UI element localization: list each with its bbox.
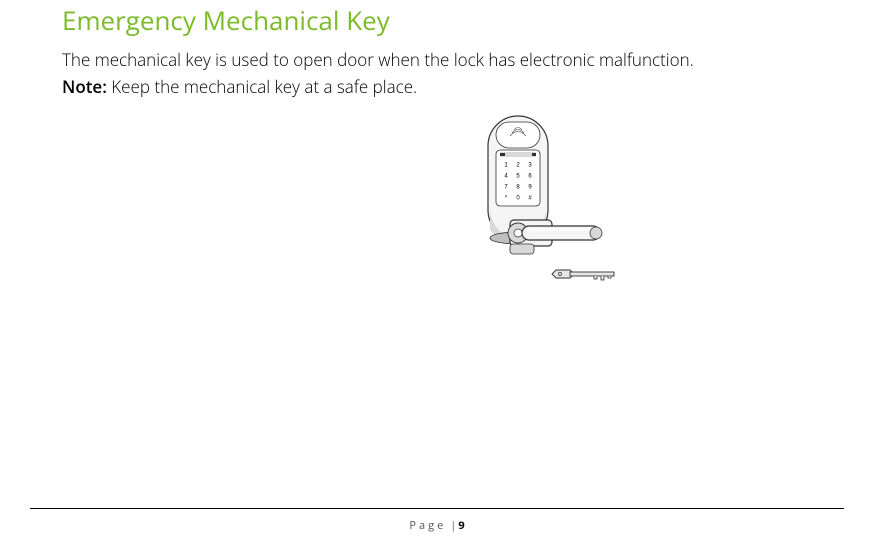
note-paragraph: Note: Keep the mechanical key at a safe … — [62, 75, 417, 98]
note-text: Keep the mechanical key at a safe place. — [107, 75, 417, 98]
footer-page-label: Page — [409, 518, 446, 533]
body-line-1: The mechanical key is used to open door … — [62, 48, 694, 71]
footer: Page |9 — [0, 518, 874, 533]
footer-separator: | — [450, 518, 456, 533]
lock-illustration: 123456789*0# — [460, 112, 640, 312]
footer-page-number: 9 — [458, 518, 464, 533]
section-heading: Emergency Mechanical Key — [62, 2, 390, 38]
body-paragraph: The mechanical key is used to open door … — [62, 45, 694, 75]
footer-rule — [30, 508, 844, 509]
page: Emergency Mechanical Key The mechanical … — [0, 0, 874, 547]
note-label: Note: — [62, 75, 107, 98]
lock-svg: 123456789*0# — [460, 112, 640, 312]
